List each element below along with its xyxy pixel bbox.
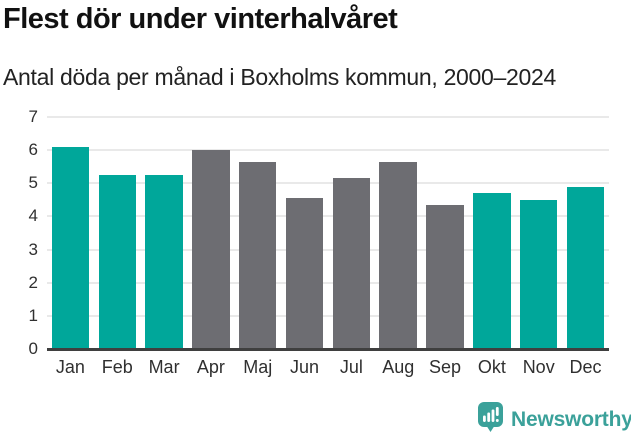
newsworthy-brand-name: Newsworthy [511, 407, 631, 431]
bar-slot-jun [281, 117, 328, 349]
x-axis-label-apr: Apr [196, 357, 225, 377]
x-axis-label-nov: Nov [522, 357, 555, 377]
gridline-5 [47, 182, 609, 185]
bar-slot-mar [141, 117, 188, 349]
bar-slot-dec [562, 117, 609, 349]
y-axis-label-2: 2 [28, 272, 38, 292]
plot-area [47, 116, 609, 351]
bar-jan [51, 146, 90, 349]
bar-jun [285, 198, 324, 349]
bar-dec [566, 186, 605, 349]
gridline-3 [47, 248, 609, 251]
gridline-4 [47, 215, 609, 218]
y-axis-label-6: 6 [28, 140, 38, 160]
bars-row [47, 117, 609, 349]
x-axis-label-feb: Feb [101, 357, 133, 377]
bar-okt [473, 193, 511, 349]
bar-mar [145, 175, 183, 349]
y-axis-label-0: 0 [28, 339, 38, 358]
x-axis-label-aug: Aug [382, 357, 415, 377]
x-axis-label-jun: Jun [290, 357, 320, 377]
gridline-2 [47, 281, 609, 284]
y-axis-label-7: 7 [28, 107, 38, 126]
bar-slot-apr [187, 117, 234, 349]
x-axis-labels: Jan Feb Mar Apr Maj Jun Jul Aug Sep Okt Nov Dec [47, 357, 609, 378]
bar-chart-speech-bubble-icon [477, 401, 504, 438]
x-axis-label-okt: Okt [477, 357, 506, 377]
y-axis-label-1: 1 [28, 305, 38, 325]
x-axis-label-jul: Jul [339, 357, 363, 377]
y-axis-label-5: 5 [28, 173, 38, 193]
bar-nov [519, 199, 558, 349]
bar-slot-jul [328, 117, 375, 349]
bar-slot-feb [94, 117, 141, 349]
gridline-6 [47, 149, 609, 152]
bar-slot-okt [468, 117, 515, 349]
bar-apr [192, 150, 230, 349]
x-axis-label-dec: Dec [569, 357, 602, 377]
bar-slot-nov [515, 117, 562, 349]
bar-slot-sep [422, 117, 469, 349]
bar-jul [332, 178, 371, 349]
gridline-7 [47, 116, 609, 118]
gridline-1 [47, 314, 609, 317]
bar-maj [239, 161, 277, 349]
x-axis-label-maj: Maj [243, 357, 273, 377]
y-axis-label-3: 3 [28, 239, 38, 259]
x-axis-label-mar: Mar [148, 357, 180, 377]
bar-slot-maj [234, 117, 281, 349]
bar-slot-aug [375, 117, 422, 349]
bar-sep [426, 204, 464, 349]
y-axis-label-4: 4 [28, 206, 38, 226]
chart-subtitle: Antal döda per månad i Boxholms kommun, … [3, 64, 556, 90]
x-axis-label-jan: Jan [55, 357, 85, 377]
newsworthy-logo: Newsworthy [477, 401, 631, 438]
bar-slot-jan [47, 117, 94, 349]
bar-feb [98, 175, 136, 349]
bar-aug [379, 161, 417, 349]
x-axis-line [47, 348, 609, 351]
x-axis-label-sep: Sep [429, 357, 462, 377]
page-title: Flest dör under vinterhalvåret [3, 3, 398, 35]
y-axis-labels: 0 1 2 3 4 5 6 7 [0, 107, 40, 358]
